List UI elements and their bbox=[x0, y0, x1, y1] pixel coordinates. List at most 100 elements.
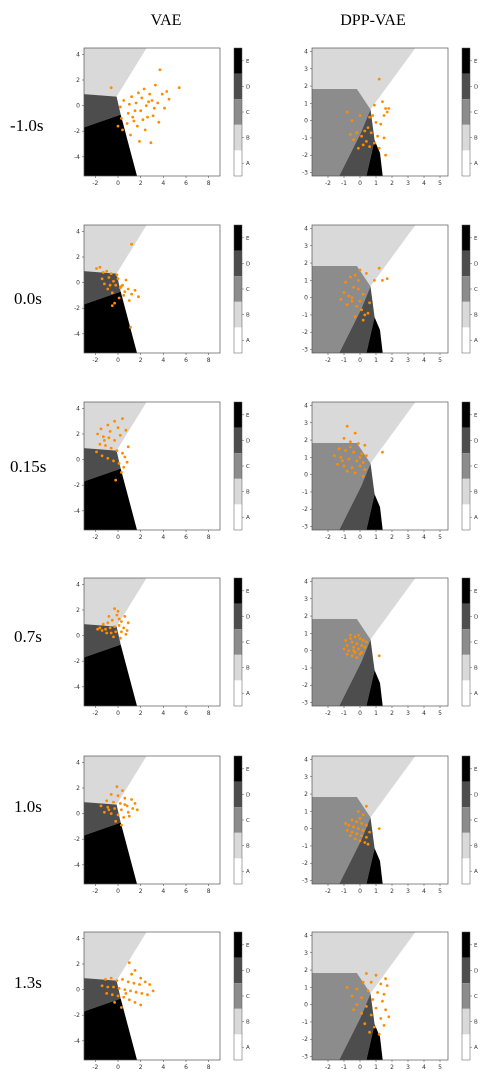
colorbar-label: E bbox=[474, 943, 478, 949]
data-point bbox=[127, 299, 131, 302]
data-point bbox=[127, 998, 131, 1002]
data-point bbox=[108, 283, 112, 287]
colorbar-segment bbox=[462, 680, 470, 706]
data-point bbox=[121, 978, 124, 981]
x-tick-label: -1 bbox=[341, 357, 347, 364]
decision-region bbox=[312, 89, 371, 176]
colorbar-label: E bbox=[246, 943, 250, 949]
y-tick-label: 3 bbox=[304, 596, 308, 603]
data-point bbox=[118, 105, 122, 109]
decision-region bbox=[339, 463, 375, 530]
x-tick-label: 8 bbox=[207, 357, 211, 364]
colorbar-frame bbox=[233, 931, 243, 1061]
data-point bbox=[103, 282, 106, 286]
plot-frame bbox=[311, 224, 449, 354]
data-point bbox=[117, 462, 121, 465]
data-point bbox=[143, 980, 147, 984]
data-point bbox=[384, 977, 387, 981]
data-point bbox=[177, 86, 181, 90]
y-tick-label: 4 bbox=[304, 402, 308, 409]
y-tick-label: 4 bbox=[304, 578, 308, 585]
colorbar-label: E bbox=[474, 767, 478, 773]
data-point bbox=[144, 104, 148, 107]
panel-dpp-vae-row3: -2 -1 0 1 2 3 4 5 4 3 2 1 0 -1 -2 -3 E D C B A bbox=[302, 401, 478, 541]
colorbar-segment bbox=[462, 402, 470, 428]
data-point bbox=[101, 271, 105, 274]
colorbar-segment bbox=[234, 504, 242, 530]
data-point bbox=[379, 982, 383, 986]
data-point bbox=[158, 68, 162, 72]
colorbar-segment bbox=[462, 858, 470, 884]
data-point bbox=[120, 471, 123, 474]
data-point bbox=[123, 796, 127, 800]
data-point bbox=[385, 110, 389, 114]
data-point bbox=[130, 292, 134, 296]
decision-region bbox=[84, 271, 121, 305]
y-tick-label: -1 bbox=[302, 843, 308, 850]
x-tick-label: 0 bbox=[358, 357, 362, 364]
data-point bbox=[125, 804, 129, 808]
x-tick-label: 2 bbox=[139, 888, 143, 895]
row-label-6: 1.3s bbox=[14, 973, 42, 992]
data-point bbox=[385, 277, 389, 280]
data-point bbox=[113, 439, 116, 442]
colorbar-segment bbox=[462, 478, 470, 505]
colorbar-segment bbox=[462, 504, 470, 530]
x-tick-label: 2 bbox=[139, 357, 143, 364]
data-point bbox=[366, 842, 370, 846]
data-point bbox=[147, 100, 151, 104]
data-point bbox=[125, 460, 129, 464]
data-point bbox=[133, 1001, 137, 1004]
data-point bbox=[357, 279, 360, 282]
data-point bbox=[98, 626, 102, 630]
data-point bbox=[357, 442, 360, 445]
data-point bbox=[355, 642, 359, 646]
data-point bbox=[361, 829, 365, 832]
data-point bbox=[113, 419, 116, 423]
y-tick-label: -4 bbox=[74, 331, 80, 338]
data-point bbox=[382, 992, 386, 996]
colorbar-segment bbox=[234, 99, 242, 125]
colorbar-segment bbox=[462, 832, 470, 859]
data-point bbox=[347, 823, 351, 827]
data-point bbox=[120, 808, 123, 812]
x-tick-label: 6 bbox=[184, 357, 188, 364]
data-point bbox=[131, 115, 135, 119]
data-point bbox=[129, 326, 132, 329]
colorbar-label: A bbox=[246, 1045, 250, 1051]
data-point bbox=[350, 994, 354, 998]
data-point bbox=[361, 980, 365, 984]
colorbar-segment bbox=[234, 124, 242, 151]
data-point bbox=[355, 987, 359, 991]
data-point bbox=[135, 808, 139, 812]
data-point bbox=[152, 106, 156, 110]
colorbar-label: D bbox=[246, 261, 250, 267]
x-tick-label: 8 bbox=[207, 180, 211, 187]
data-point bbox=[116, 994, 120, 998]
colorbar-label: B bbox=[474, 490, 478, 496]
data-point bbox=[118, 433, 122, 437]
column-title-dpp-vae: DPP-VAE bbox=[340, 12, 406, 29]
column-title-vae: VAE bbox=[151, 12, 182, 29]
colorbar-label: E bbox=[246, 589, 250, 595]
data-point bbox=[146, 115, 149, 119]
data-point bbox=[350, 296, 354, 299]
data-point bbox=[363, 841, 367, 844]
y-tick-label: 4 bbox=[76, 228, 80, 235]
plot-frame bbox=[83, 47, 221, 177]
decision-region bbox=[366, 670, 383, 706]
data-point bbox=[365, 804, 368, 808]
colorbar-segment bbox=[234, 603, 242, 630]
colorbar-segment bbox=[234, 578, 242, 604]
y-tick-label: -2 bbox=[302, 682, 308, 689]
colorbar-segment bbox=[234, 807, 242, 833]
decision-region bbox=[84, 402, 147, 451]
x-tick-label: 4 bbox=[161, 357, 165, 364]
plot-frame bbox=[311, 755, 449, 885]
data-point bbox=[369, 1013, 373, 1017]
data-point bbox=[355, 1003, 359, 1006]
colorbar-label: A bbox=[474, 691, 478, 697]
data-point bbox=[368, 115, 371, 119]
x-tick-label: 2 bbox=[390, 710, 394, 717]
x-tick-label: 5 bbox=[438, 710, 442, 717]
